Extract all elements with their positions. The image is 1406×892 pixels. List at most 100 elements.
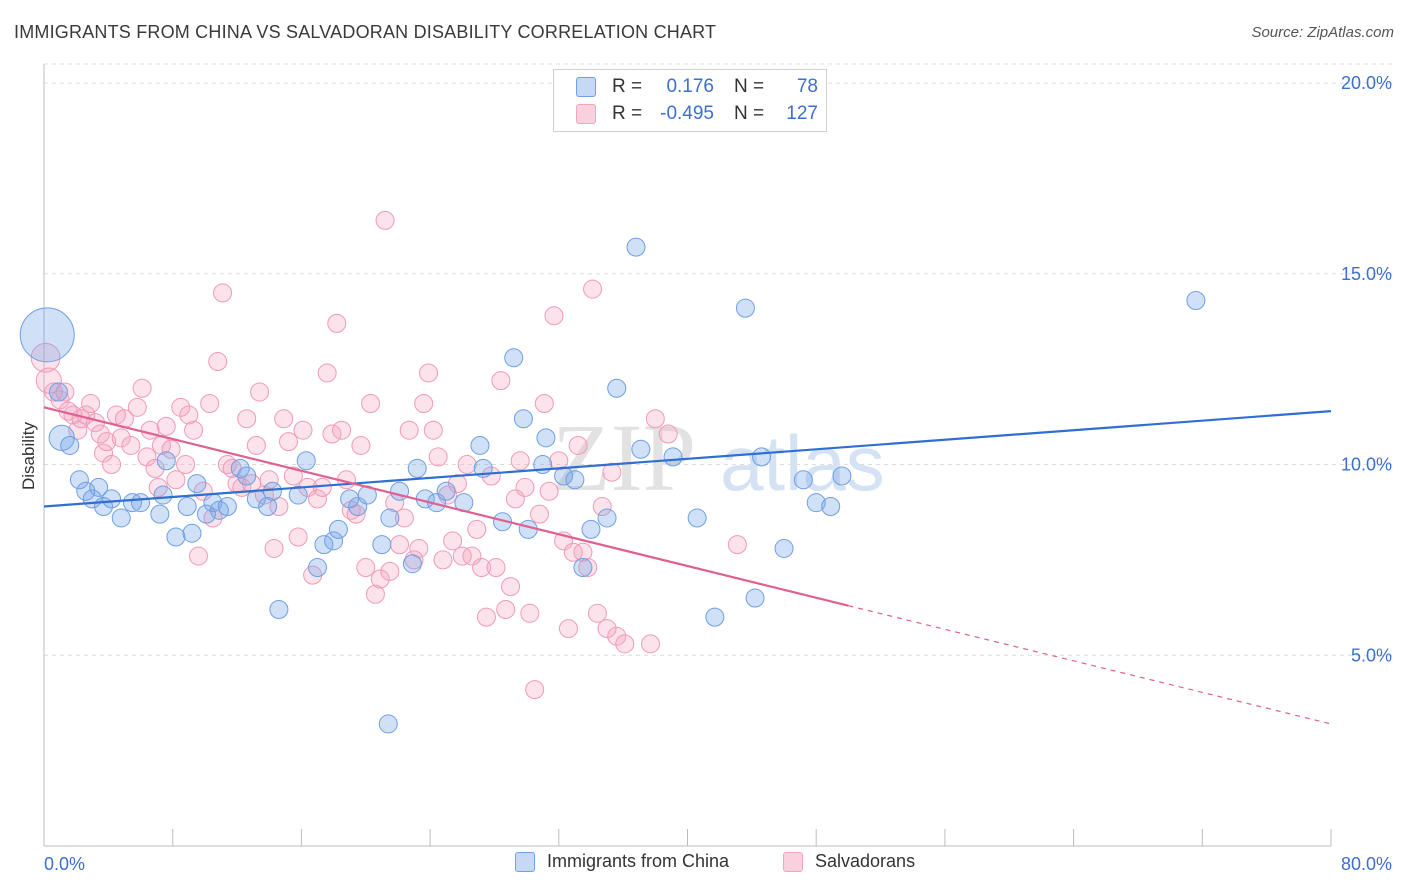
y-tick-label: 15.0% (1341, 264, 1392, 284)
salvadoran-point (433, 550, 453, 570)
salvadoran-point (467, 519, 487, 539)
salvadoran-point (447, 474, 467, 494)
china-point (513, 409, 533, 429)
salvadoran-point (380, 561, 400, 581)
salvadoran-point (573, 542, 593, 562)
china-point (122, 493, 142, 513)
china-point (378, 714, 398, 734)
legend-item-salvadoran[interactable]: Salvadorans (783, 851, 915, 872)
china-point (102, 489, 122, 509)
x-tick-label: 80.0% (1341, 854, 1392, 874)
china-point (774, 538, 794, 558)
salvadoran-point (476, 607, 496, 627)
salvadoran-point (264, 538, 284, 558)
salvadoran-point (184, 420, 204, 440)
china-point (131, 493, 151, 513)
legend-r-label: R = (612, 103, 643, 124)
salvadoran-point (250, 382, 270, 402)
legend-row-china: R = 0.176 N = 78 (576, 74, 818, 100)
salvadoran-point (102, 455, 122, 475)
china-point (597, 508, 617, 528)
china-point (60, 435, 80, 455)
china-point (153, 485, 173, 505)
china-point (705, 607, 725, 627)
salvadoran-point (213, 283, 233, 303)
salvadoran-point (274, 409, 294, 429)
china-point (230, 458, 250, 478)
china-point (735, 298, 755, 318)
legend-n-label: N = (734, 76, 765, 97)
china-point (314, 535, 334, 555)
salvadoran-point (645, 409, 665, 429)
salvadoran-point (414, 394, 434, 414)
china-point (402, 554, 422, 574)
china-point (69, 470, 89, 490)
salvadoran-point (188, 546, 208, 566)
watermark-zip: ZIP (552, 404, 696, 511)
china-point (573, 558, 593, 578)
china-point (258, 496, 278, 516)
salvadoran-point (121, 435, 141, 455)
legend-r-label: R = (612, 76, 643, 97)
china-point (269, 599, 289, 619)
salvadoran-point (127, 397, 147, 417)
salvadoran-point (399, 420, 419, 440)
salvadoran-point (418, 363, 438, 383)
legend-row-salvadoran: R = -0.495 N = 127 (576, 101, 818, 127)
china-point (156, 451, 176, 471)
salvadoran-point (237, 409, 257, 429)
china-point (806, 493, 826, 513)
grid-lines (44, 63, 1392, 656)
china-point (19, 307, 75, 363)
salvadoran-point (501, 577, 521, 597)
salvadoran-point (390, 535, 410, 555)
salvadoran-point (640, 634, 660, 654)
salvadoran-point (602, 462, 622, 482)
y-tick-labels: 5.0% 10.0% 15.0% 20.0% (1341, 73, 1392, 665)
china-point (436, 481, 456, 501)
china-point (237, 466, 257, 486)
china-point (793, 470, 813, 490)
y-axis-label: Disability (19, 421, 38, 490)
salvadoran-point (423, 420, 443, 440)
china-point (328, 519, 348, 539)
salvadoran-point (394, 508, 414, 528)
salvadoran-point (472, 558, 492, 578)
legend-label-china: Immigrants from China (547, 851, 730, 871)
salvadoran-point (327, 313, 347, 333)
china-point (1186, 291, 1206, 311)
salvadoran-point (246, 435, 266, 455)
salvadoran-point (293, 420, 313, 440)
salvadoran-point (539, 481, 559, 501)
china-point (536, 428, 556, 448)
salvadoran-point (351, 435, 371, 455)
china-point (752, 447, 772, 467)
salvadoran-point (549, 451, 569, 471)
china-point (324, 531, 344, 551)
salvadoran-point (90, 424, 110, 444)
china-point (111, 508, 131, 528)
axes (43, 64, 1332, 847)
salvadoran-point (176, 455, 196, 475)
salvadoran-point (132, 378, 152, 398)
legend-swatch-salvadoran (576, 104, 596, 124)
salvadoran-point (156, 416, 176, 436)
salvadoran-point (544, 306, 564, 326)
salvadoran-point (529, 504, 549, 524)
salvadoran-point (578, 558, 598, 578)
legend-item-china[interactable]: Immigrants from China (515, 851, 729, 872)
salvadoran-point (375, 210, 395, 230)
china-point (48, 382, 68, 402)
salvadoran-point (457, 455, 477, 475)
salvadoran-point (515, 477, 535, 497)
salvadoran-point (558, 619, 578, 639)
salvadoran-point (81, 394, 101, 414)
legend-swatch-china (515, 851, 535, 872)
legend-r-value: 0.176 (666, 76, 714, 97)
china-point (607, 378, 627, 398)
salvadoran-point (288, 527, 308, 547)
salvadoran-point (317, 363, 337, 383)
salvadoran-point (583, 279, 603, 299)
china-trend-line (43, 410, 1332, 508)
